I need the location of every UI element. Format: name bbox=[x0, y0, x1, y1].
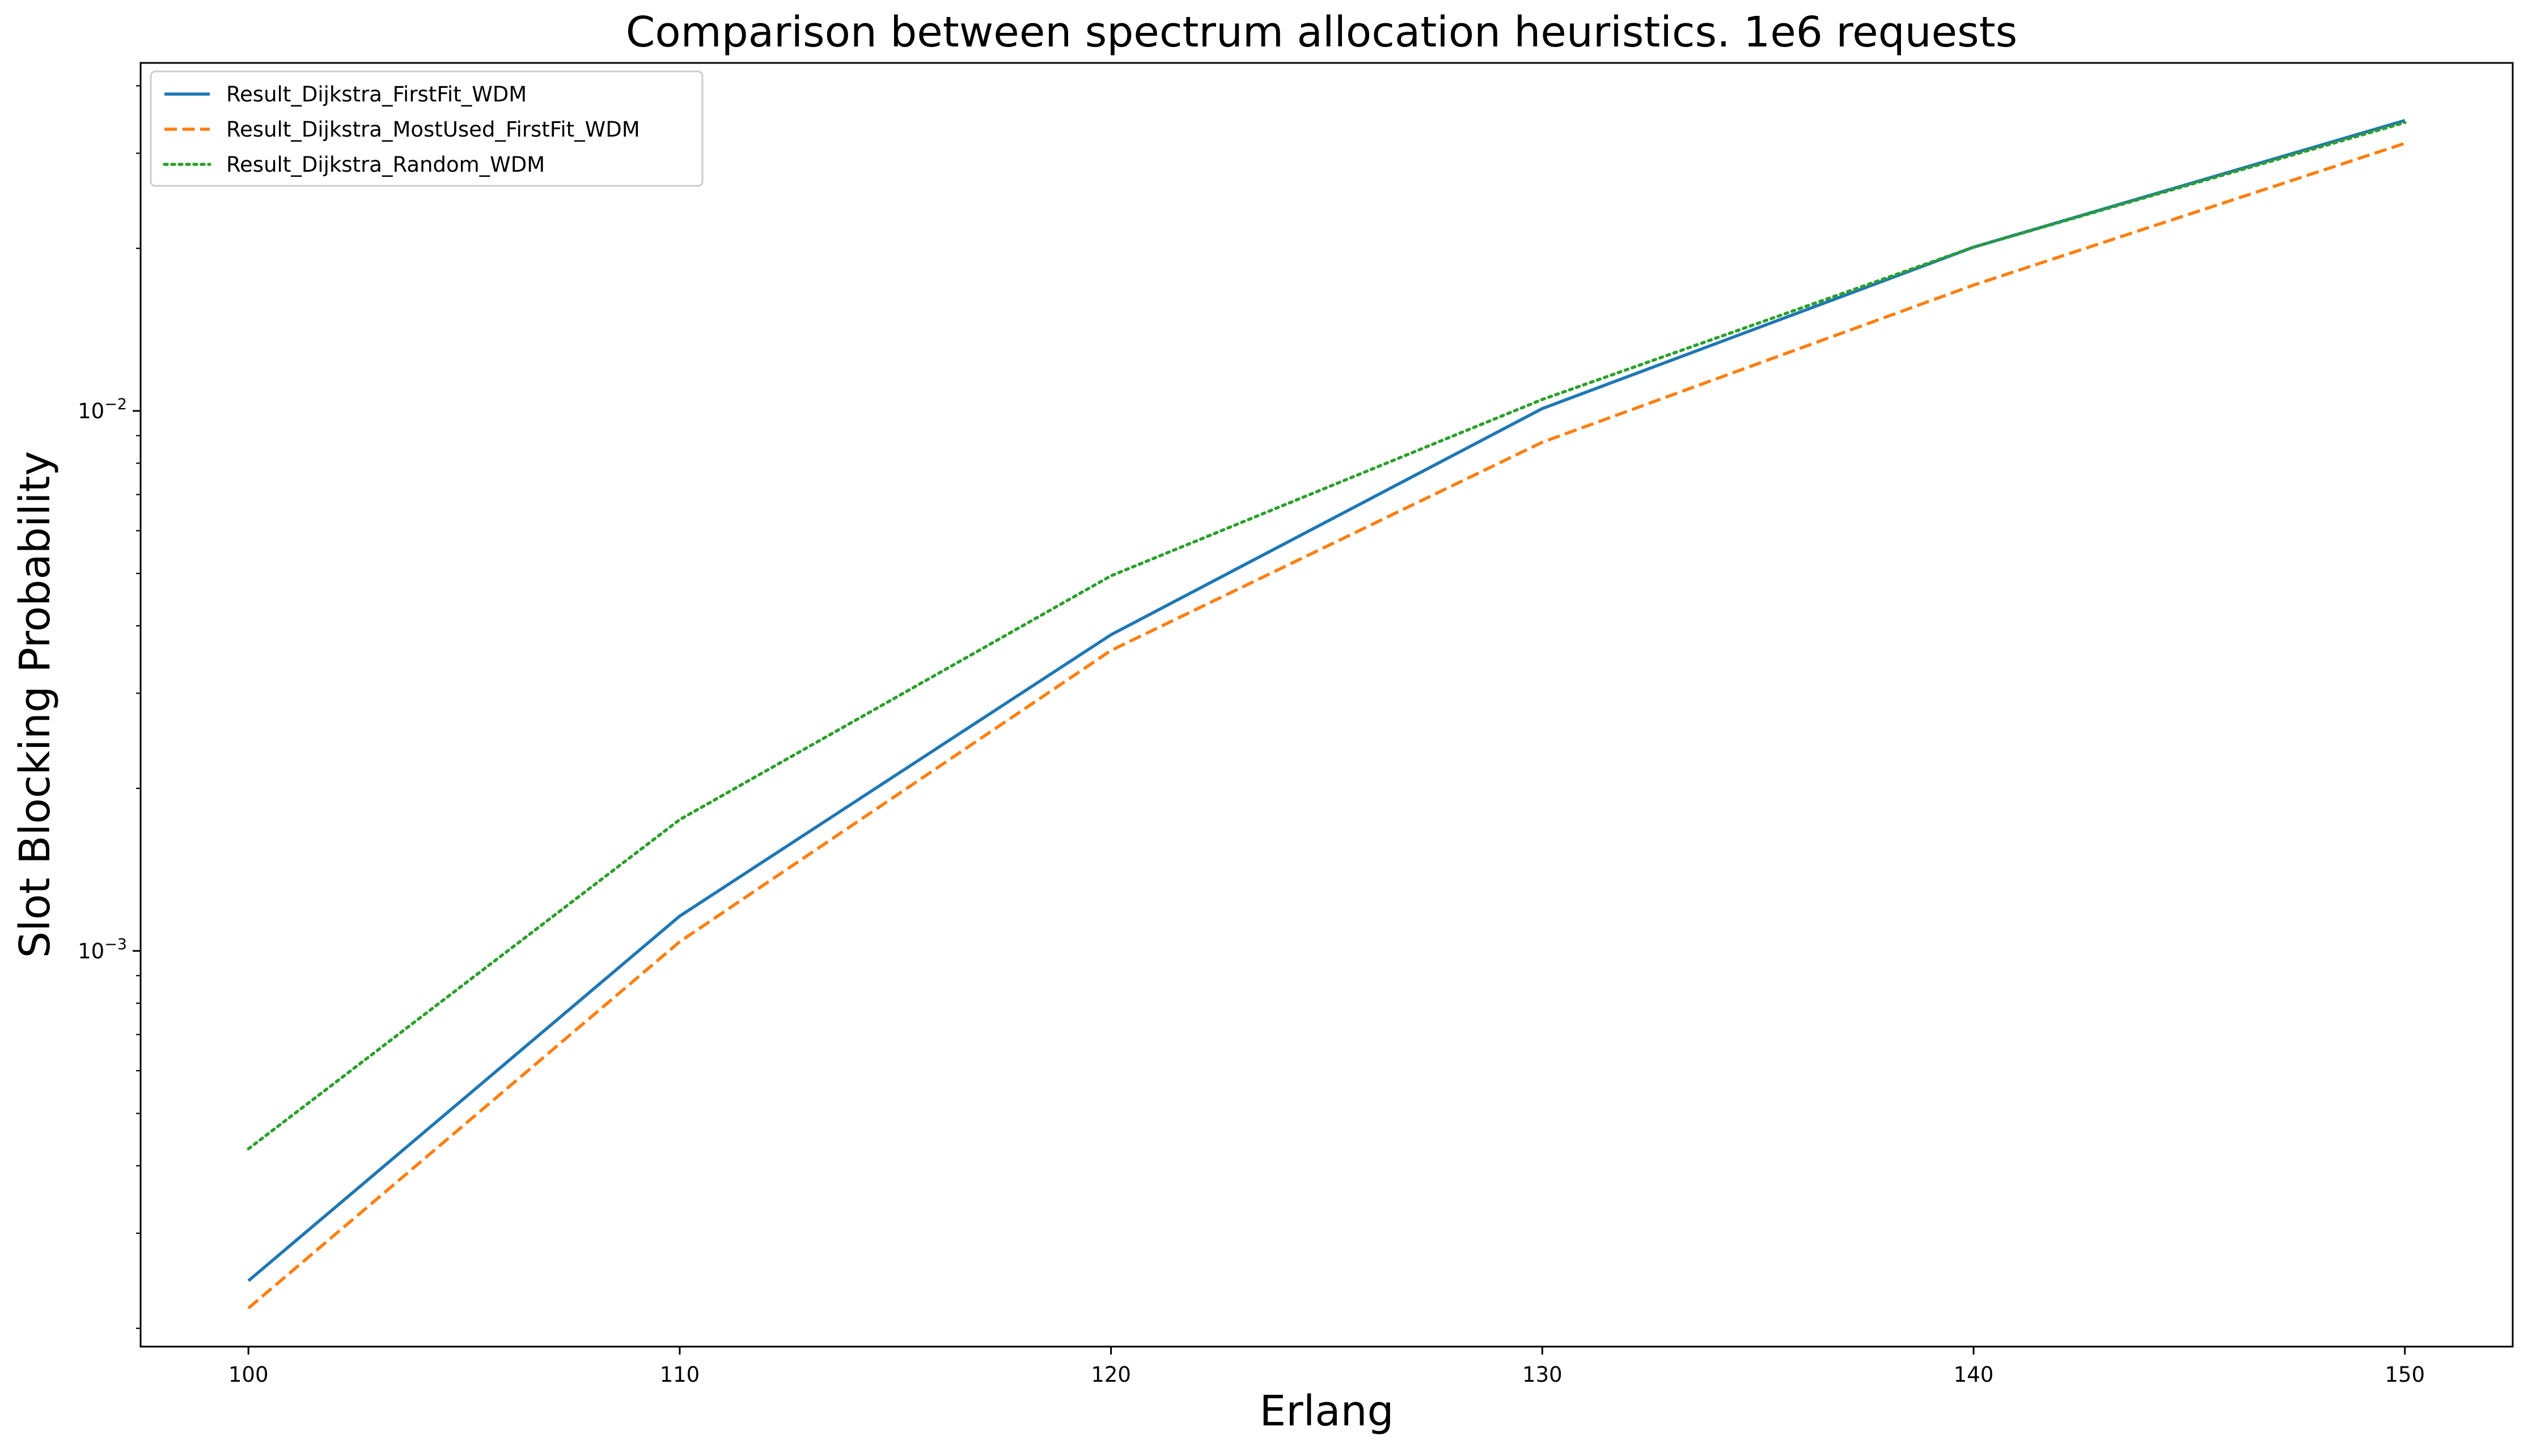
y-tick-label: 10−3 bbox=[78, 936, 127, 963]
x-tick-label: 150 bbox=[2385, 1362, 2425, 1387]
y-axis: 10−3 10−2 bbox=[78, 85, 141, 1329]
x-tick-label: 120 bbox=[1091, 1362, 1131, 1387]
x-axis: 100 110 120 130 140 150 bbox=[228, 1347, 2425, 1387]
series-line-3 bbox=[247, 121, 2407, 1151]
legend[interactable]: Result_Dijkstra_FirstFit_WDM Result_Dijks… bbox=[150, 70, 704, 187]
plot-lines bbox=[247, 118, 2407, 1310]
legend-label-3: Result_Dijkstra_Random_WDM bbox=[226, 152, 545, 177]
x-tick-label: 140 bbox=[1954, 1362, 1994, 1387]
y-tick-label: 10−2 bbox=[78, 396, 127, 423]
legend-entries: Result_Dijkstra_FirstFit_WDM Result_Dijks… bbox=[163, 82, 640, 177]
y-axis-label: Slot Blocking Probability bbox=[11, 451, 60, 958]
x-axis-label: Erlang bbox=[1260, 1387, 1394, 1436]
x-tick-label: 100 bbox=[228, 1362, 269, 1387]
series-line-2 bbox=[247, 142, 2406, 1310]
plot-area-frame bbox=[139, 62, 2514, 1348]
legend-label-1: Result_Dijkstra_FirstFit_WDM bbox=[226, 82, 527, 107]
x-tick-label: 110 bbox=[660, 1362, 700, 1387]
x-tick-label: 130 bbox=[1522, 1362, 1562, 1387]
legend-label-2: Result_Dijkstra_MostUsed_FirstFit_WDM bbox=[226, 117, 640, 142]
chart-title: Comparison between spectrum allocation h… bbox=[626, 8, 2018, 57]
legend-box bbox=[150, 70, 704, 187]
